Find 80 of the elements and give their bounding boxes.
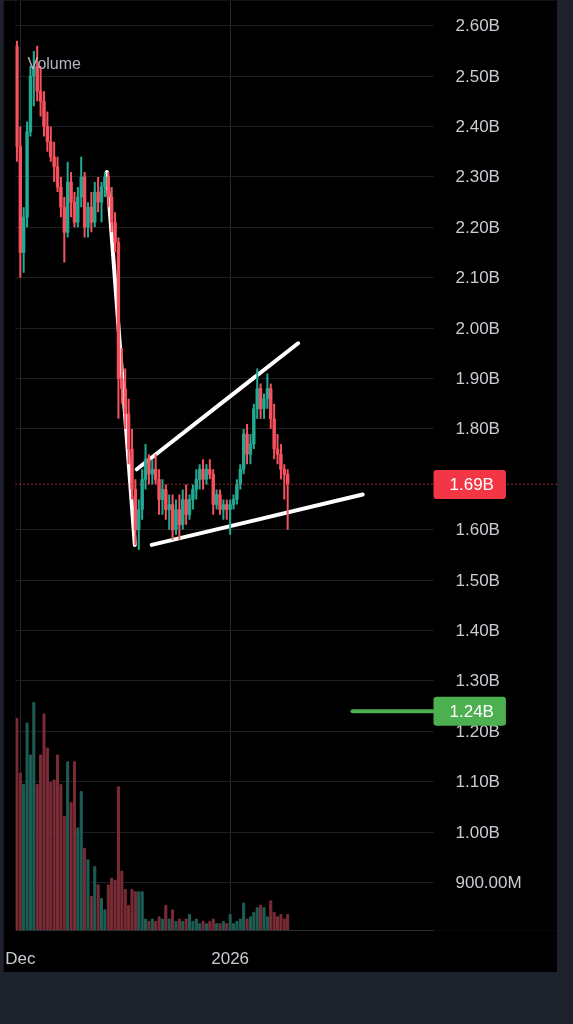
candlestick — [285, 468, 290, 531]
ref-line-label: 1.69B — [449, 474, 494, 494]
y-tick-label: 2.20B — [455, 217, 500, 237]
y-tick-label: 2.50B — [455, 66, 500, 86]
bar — [96, 884, 100, 930]
bar — [86, 859, 90, 930]
bar — [225, 923, 229, 930]
y-tick-label: 2.10B — [455, 268, 500, 288]
bar — [66, 761, 70, 930]
y-tick-label: 2.40B — [455, 117, 500, 137]
candlestick — [147, 453, 151, 486]
y-tick-label: 1.40B — [455, 621, 500, 641]
y-tick-label: 1.90B — [455, 369, 500, 389]
bar — [100, 898, 104, 930]
candlestick — [214, 488, 219, 511]
y-tick-label: 1.10B — [455, 772, 500, 792]
y-tick-label: 900.00M — [455, 873, 522, 893]
y-tick-label: 1.50B — [455, 570, 500, 590]
candlestick — [174, 498, 178, 536]
candlestick — [177, 493, 182, 541]
x-tick-label: Dec — [5, 948, 36, 968]
candlestick — [86, 201, 90, 239]
candlestick — [164, 483, 168, 521]
candlestick — [245, 422, 249, 466]
candlestick — [96, 175, 100, 214]
bar — [194, 918, 198, 930]
bar — [42, 713, 46, 930]
data-label: 1.24B — [449, 701, 494, 721]
candlestick — [184, 483, 188, 526]
bar — [154, 920, 158, 930]
bar — [228, 914, 232, 930]
bar — [188, 914, 192, 930]
bar — [286, 914, 290, 930]
bar — [133, 891, 137, 930]
bar — [79, 790, 83, 930]
bar — [140, 891, 144, 930]
bar — [276, 916, 280, 930]
bar — [93, 866, 97, 930]
y-tick-label: 1.20B — [455, 721, 500, 741]
bar — [208, 920, 212, 930]
bar — [72, 761, 76, 930]
bar — [164, 904, 168, 930]
bar — [252, 911, 256, 930]
candlestick — [225, 498, 229, 521]
bar — [235, 920, 239, 930]
candlestick — [150, 458, 154, 486]
candlestick — [89, 191, 94, 234]
bar — [25, 722, 29, 930]
y-tick-label: 1.00B — [455, 822, 500, 842]
bar — [279, 914, 283, 930]
bar — [83, 847, 87, 930]
bar — [56, 754, 60, 930]
y-tick-label: 1.80B — [455, 419, 500, 439]
candlestick — [218, 488, 222, 516]
bar — [110, 877, 114, 930]
bar — [15, 717, 19, 930]
candlestick — [167, 493, 171, 531]
candlestick — [160, 478, 165, 516]
bar — [167, 918, 171, 930]
y-tick-label: 2.30B — [455, 167, 500, 187]
bar — [32, 702, 36, 930]
candlestick — [258, 382, 263, 420]
y-tick-label: 2.00B — [455, 318, 500, 338]
candlestick — [204, 463, 209, 486]
y-tick-label: 1.60B — [455, 520, 500, 540]
bar — [116, 786, 120, 930]
bar — [171, 909, 175, 930]
x-tick-label: 2026 — [211, 948, 250, 968]
bar — [130, 888, 134, 930]
bar — [269, 900, 273, 930]
bar — [137, 891, 141, 930]
bar — [211, 918, 215, 930]
candlestick — [228, 498, 232, 536]
candlestick — [201, 458, 205, 491]
bar — [89, 895, 93, 930]
bar — [282, 918, 286, 930]
bar — [242, 902, 246, 930]
y-tick-label: 1.30B — [455, 671, 500, 691]
bar — [255, 907, 259, 930]
y-tick-label: 2.60B — [455, 16, 500, 36]
